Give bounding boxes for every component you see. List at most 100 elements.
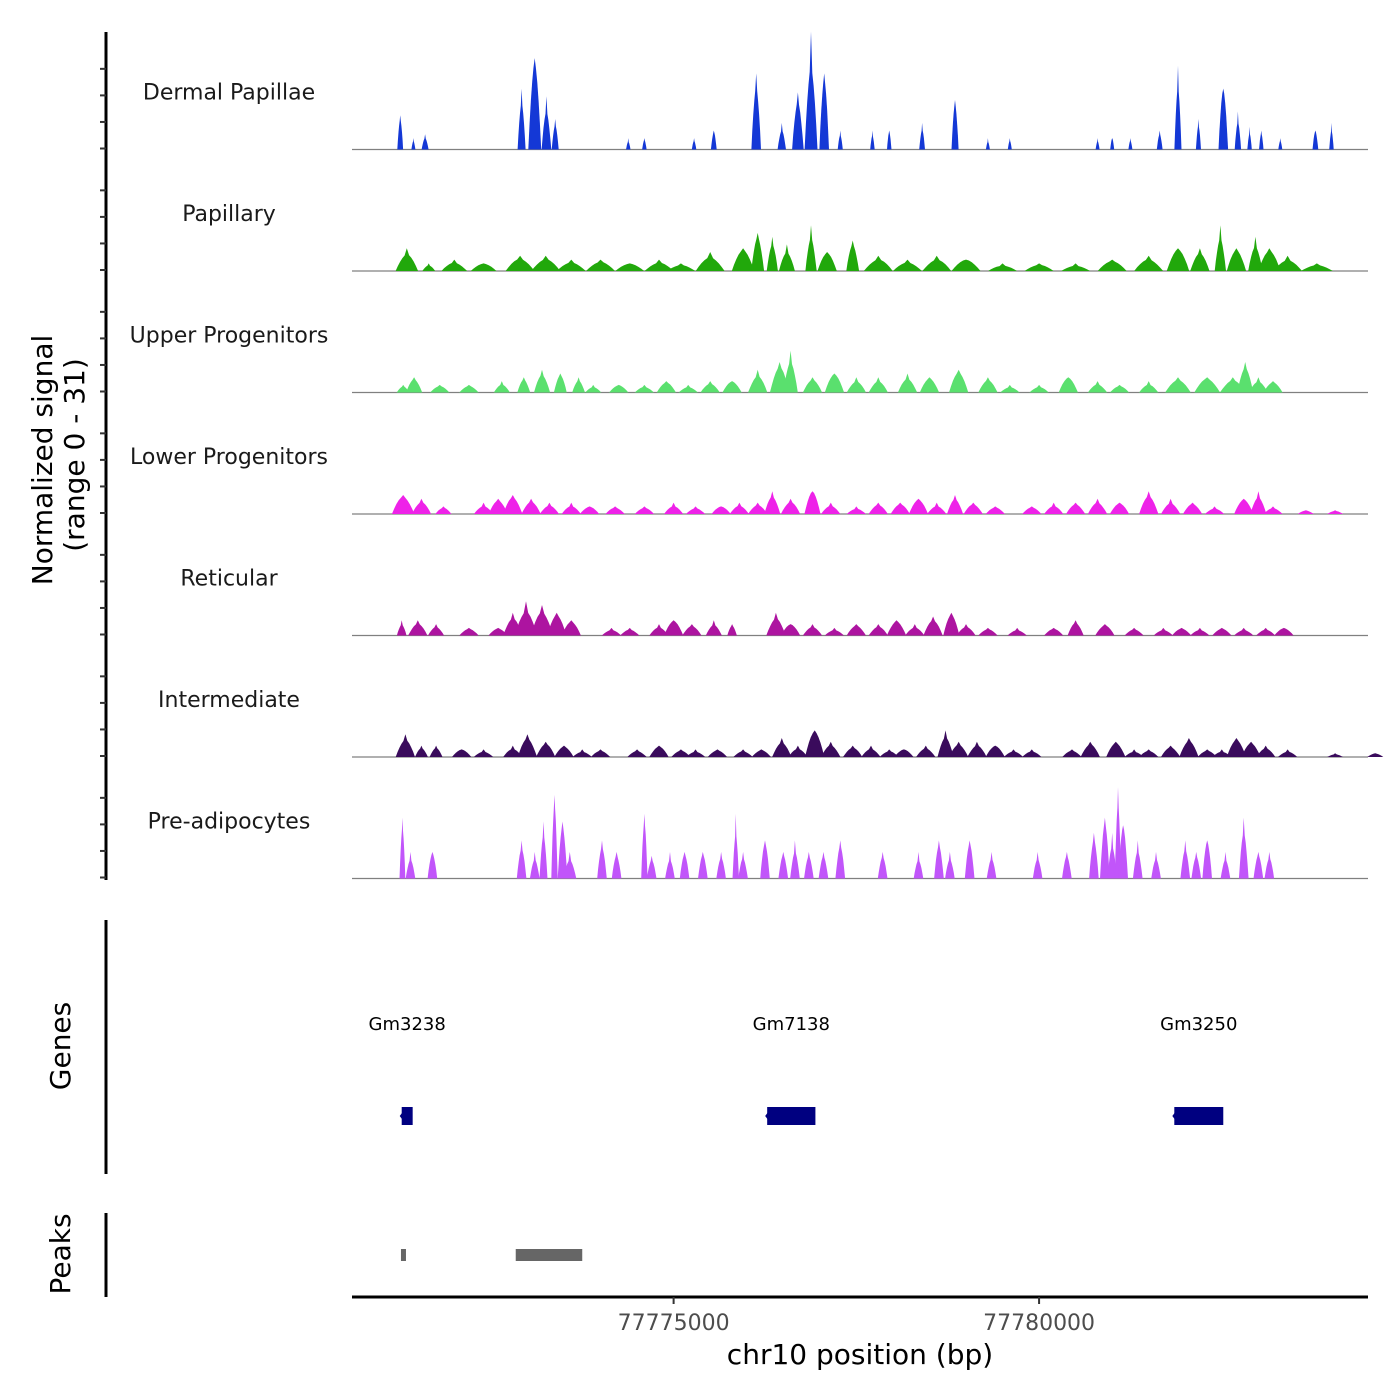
signal-peak <box>986 851 997 879</box>
signal-peak <box>396 384 410 393</box>
signal-peak <box>1212 627 1232 636</box>
signal-peak <box>609 384 629 393</box>
signal-peak <box>988 263 1017 271</box>
signal-peak <box>1153 627 1173 636</box>
signal-peak <box>956 624 976 636</box>
signal-peak <box>722 381 742 393</box>
signal-peak <box>934 840 944 879</box>
signal-peak <box>1190 248 1210 271</box>
signal-peak <box>698 851 708 879</box>
track-pre-adipocytes: Pre-adipocytes <box>148 787 1368 880</box>
signal-peak <box>1256 745 1276 757</box>
signal-peak <box>634 384 654 393</box>
signal-peak <box>1277 749 1298 757</box>
signal-peak <box>802 624 823 636</box>
signal-peak <box>1263 506 1283 514</box>
signal-peak <box>1248 236 1263 271</box>
signal-peak <box>1180 840 1191 879</box>
signal-peak <box>641 813 648 879</box>
signal-peak <box>649 745 669 757</box>
signal-peak <box>627 749 647 757</box>
signal-peak <box>586 259 615 271</box>
signal-peak <box>751 232 765 271</box>
signal-peak <box>1128 138 1133 150</box>
gene-body <box>767 1107 816 1125</box>
signal-peak <box>1139 381 1159 393</box>
signal-peak <box>1234 498 1254 514</box>
signal-peak <box>1029 384 1049 393</box>
signal-peak <box>821 741 841 757</box>
signal-peak <box>422 263 436 271</box>
signal-peak <box>1114 787 1122 879</box>
signal-peak <box>1274 627 1294 636</box>
signal-peak <box>783 350 798 393</box>
signal-peak <box>985 506 1005 514</box>
signal-peak <box>985 745 1005 757</box>
signal-peak <box>539 502 559 514</box>
signal-peak <box>805 225 817 271</box>
signal-peak <box>919 377 940 393</box>
signal-peak <box>978 377 998 393</box>
peaks-panel <box>104 1213 583 1297</box>
signal-peak <box>727 624 737 636</box>
signal-peak <box>705 620 722 636</box>
signal-peak <box>470 263 497 271</box>
signal-peak <box>563 851 577 879</box>
signal-peak <box>868 377 888 393</box>
signal-peak <box>769 362 790 393</box>
signal-peak <box>886 620 907 636</box>
signal-peak <box>1234 627 1254 636</box>
signal-peak <box>1327 510 1344 514</box>
signal-peak <box>399 817 406 879</box>
signal-peak <box>530 605 554 636</box>
gene-label: Gm3238 <box>369 1014 446 1035</box>
signal-peak <box>452 749 472 757</box>
signal-peak <box>1007 627 1027 636</box>
signal-peak <box>1264 851 1275 879</box>
signal-peak <box>395 734 415 757</box>
gene-body <box>401 1107 413 1125</box>
signal-peak <box>1032 851 1043 879</box>
signal-peak <box>503 745 523 757</box>
track-reticular: Reticular <box>180 567 1368 637</box>
track-dermal-papillae: Dermal Papillae <box>143 31 1368 151</box>
signal-peak <box>1110 138 1115 150</box>
signal-peak <box>951 100 959 150</box>
signal-peak <box>1109 384 1130 393</box>
signal-peak <box>521 498 541 514</box>
signal-peak <box>1191 851 1202 879</box>
signal-peak <box>1329 122 1334 150</box>
signal-peak <box>561 502 581 514</box>
signal-peak <box>894 749 914 757</box>
signal-peak <box>1194 377 1221 393</box>
signal-peak <box>601 627 622 636</box>
signal-peak <box>751 749 771 757</box>
signal-peak <box>572 377 585 393</box>
signal-peak <box>732 813 739 879</box>
signal-peak <box>1241 741 1261 757</box>
signal-peak <box>1258 248 1281 271</box>
track-label: Pre-adipocytes <box>148 810 311 835</box>
signal-peak <box>1202 840 1212 879</box>
signal-peak <box>1000 384 1020 393</box>
signal-peak <box>748 502 768 514</box>
signal-peak <box>649 624 669 636</box>
signal-peak <box>804 31 818 150</box>
signal-peak <box>890 502 910 514</box>
y-axis-title: Normalized signal <box>26 335 59 586</box>
signal-peak <box>733 749 753 757</box>
signal-peak <box>1139 491 1159 514</box>
signal-peak <box>411 138 416 150</box>
signal-tracks: Dermal Papillae Papillary Upper Progenitor… <box>130 31 1384 880</box>
signal-peak <box>679 851 690 879</box>
signal-peak <box>1109 502 1130 514</box>
signal-peak <box>685 749 706 757</box>
signal-peak <box>427 851 438 879</box>
signal-peak <box>863 255 893 271</box>
signal-peak <box>488 498 508 514</box>
signal-peak <box>1100 817 1110 879</box>
signal-peak <box>846 506 866 514</box>
signal-peak <box>916 745 936 757</box>
signal-peak <box>751 73 761 150</box>
signal-peak <box>927 502 947 514</box>
